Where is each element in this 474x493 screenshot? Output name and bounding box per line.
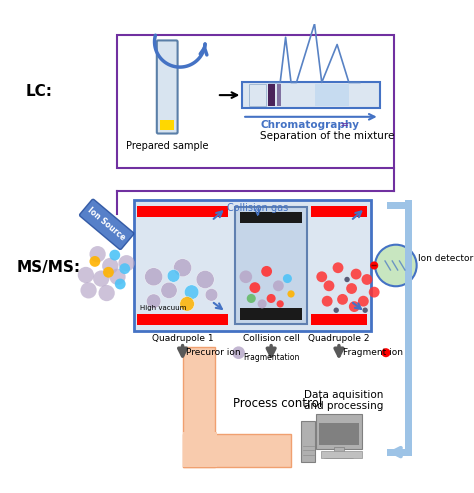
Text: Collision cell: Collision cell [243, 334, 300, 343]
Circle shape [375, 245, 417, 286]
Bar [249, 84, 266, 106]
Circle shape [346, 283, 357, 294]
Text: Fragmentation: Fragmentation [243, 352, 299, 362]
Circle shape [287, 290, 295, 298]
Circle shape [344, 277, 350, 282]
Text: Process control: Process control [233, 397, 322, 410]
Circle shape [358, 296, 369, 307]
Bar [405, 209, 412, 447]
Circle shape [322, 296, 333, 307]
Bar [405, 200, 412, 209]
Text: High vacuum: High vacuum [140, 305, 186, 311]
Bar [160, 119, 174, 130]
Bar [315, 84, 349, 106]
Text: Ion Source: Ion Source [86, 206, 127, 243]
Bar [182, 432, 217, 466]
Bar [319, 423, 359, 445]
Bar [311, 314, 367, 325]
Circle shape [257, 299, 266, 309]
Circle shape [180, 297, 194, 311]
Text: Chromatography: Chromatography [260, 120, 359, 130]
Text: Quadrupole 2: Quadrupole 2 [308, 334, 370, 343]
Circle shape [78, 267, 94, 283]
Circle shape [337, 294, 348, 305]
Bar [235, 207, 307, 324]
Circle shape [145, 268, 163, 286]
FancyBboxPatch shape [157, 40, 178, 134]
Text: Separation of the mixture: Separation of the mixture [260, 131, 395, 141]
Circle shape [167, 270, 180, 282]
Circle shape [184, 285, 199, 299]
Bar [326, 452, 352, 458]
Bar [182, 434, 291, 466]
Bar [387, 202, 412, 209]
Circle shape [109, 269, 126, 285]
FancyBboxPatch shape [80, 199, 134, 249]
Circle shape [247, 294, 256, 303]
Circle shape [93, 271, 109, 287]
Bar [118, 35, 394, 168]
Text: Quadrupole 1: Quadrupole 1 [152, 334, 213, 343]
Text: Data aquisition
and processing: Data aquisition and processing [304, 390, 383, 411]
Bar [316, 414, 362, 449]
Circle shape [119, 263, 130, 274]
Text: MS/MS:: MS/MS: [16, 260, 81, 275]
Circle shape [205, 288, 218, 301]
Text: Ion detector: Ion detector [419, 254, 474, 263]
Bar [134, 200, 371, 331]
Circle shape [109, 249, 120, 260]
Circle shape [324, 281, 335, 291]
Circle shape [99, 285, 115, 301]
Circle shape [161, 282, 177, 298]
Circle shape [362, 274, 373, 285]
Circle shape [276, 300, 284, 308]
Circle shape [239, 271, 252, 283]
Circle shape [266, 294, 276, 303]
Bar [137, 206, 228, 217]
Circle shape [103, 267, 114, 278]
Circle shape [146, 294, 161, 309]
Circle shape [118, 255, 135, 271]
Circle shape [363, 308, 368, 313]
Text: Precuror ion: Precuror ion [186, 348, 241, 357]
Circle shape [81, 282, 97, 298]
Circle shape [351, 269, 362, 280]
Circle shape [115, 279, 126, 289]
Circle shape [316, 271, 327, 282]
Bar [242, 82, 380, 108]
Circle shape [273, 281, 284, 291]
Bar [137, 314, 228, 325]
Text: Fragment ion: Fragment ion [343, 348, 402, 357]
Circle shape [232, 347, 245, 359]
Circle shape [334, 308, 339, 313]
Circle shape [90, 246, 106, 262]
Bar [321, 451, 362, 458]
Bar [267, 84, 275, 106]
Circle shape [370, 261, 378, 270]
Bar [405, 447, 412, 456]
Bar [240, 309, 302, 320]
Bar [276, 84, 281, 106]
Text: =: = [337, 120, 349, 130]
Bar [387, 449, 412, 456]
Circle shape [261, 266, 272, 277]
Circle shape [173, 259, 191, 277]
Text: LC:: LC: [25, 84, 52, 99]
Bar [182, 347, 215, 466]
Bar [334, 447, 344, 454]
Circle shape [196, 271, 214, 288]
Text: Collision gas: Collision gas [227, 203, 288, 212]
Circle shape [283, 274, 292, 283]
Circle shape [382, 348, 391, 357]
Bar [311, 206, 367, 217]
Circle shape [90, 256, 100, 267]
Text: Prepared sample: Prepared sample [126, 141, 209, 151]
Circle shape [369, 287, 380, 298]
Circle shape [333, 262, 344, 273]
Bar [301, 422, 315, 462]
Bar [240, 211, 302, 223]
Circle shape [349, 301, 360, 312]
Circle shape [249, 282, 260, 293]
Circle shape [102, 258, 118, 274]
